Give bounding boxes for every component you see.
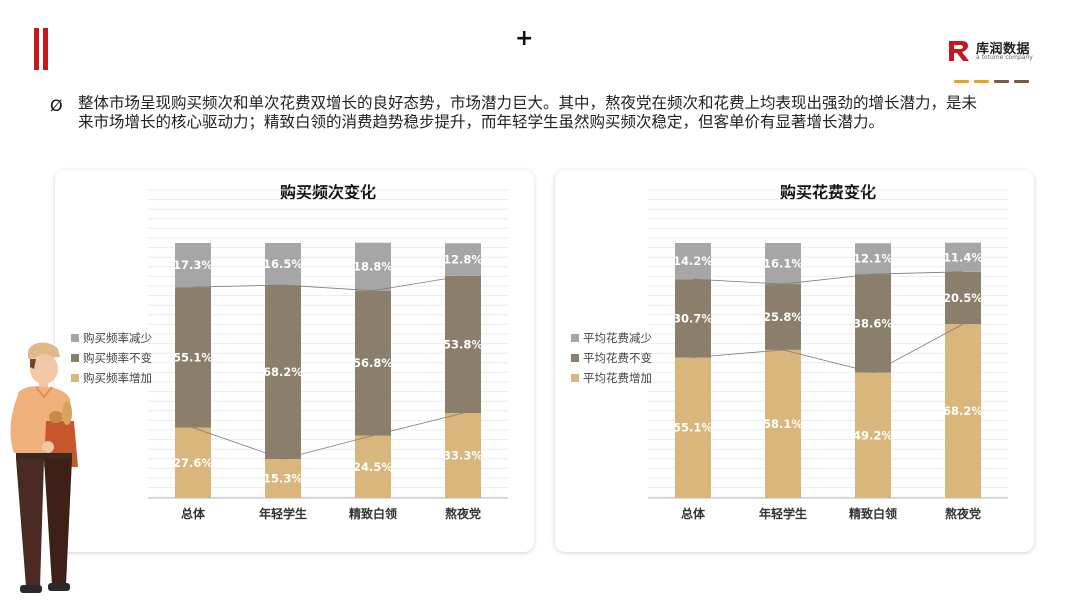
bar-segment — [355, 435, 391, 498]
data-label: 12.8% — [443, 253, 483, 267]
legend-label: 平均花费减少 — [583, 331, 652, 345]
category-label: 总体 — [181, 506, 206, 521]
data-label: 30.7% — [673, 311, 713, 325]
data-label: 33.3% — [443, 449, 483, 463]
accent-bar-left — [34, 28, 39, 70]
data-label: 56.8% — [353, 356, 393, 370]
bar-segment — [945, 324, 981, 498]
connector-line — [692, 271, 964, 285]
plus-glyph: + — [515, 26, 534, 51]
data-label: 14.2% — [673, 254, 713, 268]
legend-swatch — [71, 374, 79, 382]
brand-logo: 库润数据 a totume company — [946, 38, 1036, 83]
data-label: 68.2% — [943, 404, 983, 418]
bar-segment — [445, 413, 481, 498]
bar-segment — [445, 275, 481, 414]
legend-swatch — [571, 354, 579, 362]
data-label: 17.3% — [173, 258, 213, 272]
bar-segment — [265, 458, 301, 498]
data-label: 49.2% — [853, 428, 893, 442]
category-label: 精致白领 — [849, 506, 897, 521]
logo-dash-1 — [974, 80, 989, 83]
data-label: 16.5% — [263, 257, 303, 271]
bar-segment — [675, 243, 711, 280]
data-label: 16.1% — [763, 257, 803, 271]
data-label: 20.5% — [943, 291, 983, 305]
bar-segment — [765, 349, 801, 498]
bar-segment — [675, 279, 711, 358]
bar-segment — [945, 271, 981, 325]
bar-segment — [765, 284, 801, 350]
logo-text: 库润数据 — [976, 42, 1031, 57]
category-label: 总体 — [681, 506, 706, 521]
bar-segment — [945, 242, 981, 272]
bar-segment — [175, 287, 211, 428]
data-label: 68.2% — [263, 365, 303, 379]
bar-segment — [765, 243, 801, 285]
logo-dashes — [954, 68, 1034, 87]
logo-dash-0 — [954, 80, 969, 83]
legend-label: 平均花费不变 — [583, 351, 652, 365]
data-label: 25.8% — [763, 310, 803, 324]
data-label: 15.3% — [263, 471, 303, 485]
bar-segment — [355, 290, 391, 436]
legend-label: 购买频率不变 — [83, 351, 152, 365]
bar-segment — [175, 427, 211, 498]
logo-dash-2 — [994, 80, 1009, 83]
bar-segment — [855, 372, 891, 498]
bar-segment — [855, 243, 891, 275]
data-label: 24.5% — [353, 460, 393, 474]
logo-subtext: a totume company — [976, 54, 1033, 61]
data-label: 18.8% — [353, 260, 393, 274]
legend-swatch — [571, 334, 579, 342]
logo-mark-icon — [949, 41, 969, 61]
accent-bar-right — [43, 28, 48, 70]
connector-line — [692, 323, 964, 373]
legend-swatch — [571, 374, 579, 382]
chart-title: 购买频次变化 — [280, 183, 376, 202]
data-label: 58.1% — [763, 417, 803, 431]
category-label: 精致白领 — [349, 506, 397, 521]
legend-swatch — [71, 354, 79, 362]
bar-segment — [265, 285, 301, 459]
connector-line — [192, 275, 464, 292]
data-label: 11.4% — [943, 250, 983, 264]
legend-label: 购买频率增加 — [83, 371, 152, 385]
category-label: 年轻学生 — [759, 506, 807, 521]
data-label: 55.1% — [173, 350, 213, 364]
shopper-illustration — [10, 342, 78, 593]
category-label: 熬夜党 — [945, 506, 981, 521]
bar-segment — [175, 243, 211, 288]
bar-segment — [355, 242, 391, 291]
data-label: 12.1% — [853, 252, 893, 266]
bar-segment — [445, 243, 481, 276]
data-label: 55.1% — [673, 421, 713, 435]
category-label: 年轻学生 — [259, 506, 307, 521]
chart-panel-frequency: 购买频次变化总体 年轻学生 精致白领 熬夜党 27.6% 55.1% 17.3% 15.3% 6… — [55, 170, 534, 552]
legend-swatch — [71, 334, 79, 342]
bar-segment — [265, 243, 301, 286]
legend-label: 平均花费增加 — [583, 371, 652, 385]
data-label: 53.8% — [443, 337, 483, 351]
bullet-marker: Ø — [50, 96, 63, 115]
chart-panel-spending: 购买花费变化总体 年轻学生 精致白领 熬夜党 55.1% 30.7% 14.2% 58.1% 2… — [555, 170, 1034, 552]
category-label: 熬夜党 — [445, 506, 481, 521]
data-label: 27.6% — [173, 456, 213, 470]
logo-dash-3 — [1014, 80, 1029, 83]
bar-segment — [675, 357, 711, 498]
summary-text: 整体市场呈现购买频次和单次花费双增长的良好态势，市场潜力巨大。其中，熬夜党在频次… — [78, 94, 978, 131]
chart-title: 购买花费变化 — [780, 183, 876, 202]
legend-label: 购买频率减少 — [83, 331, 152, 345]
data-label: 38.6% — [853, 316, 893, 330]
connector-line — [192, 412, 464, 460]
bar-segment — [855, 274, 891, 373]
